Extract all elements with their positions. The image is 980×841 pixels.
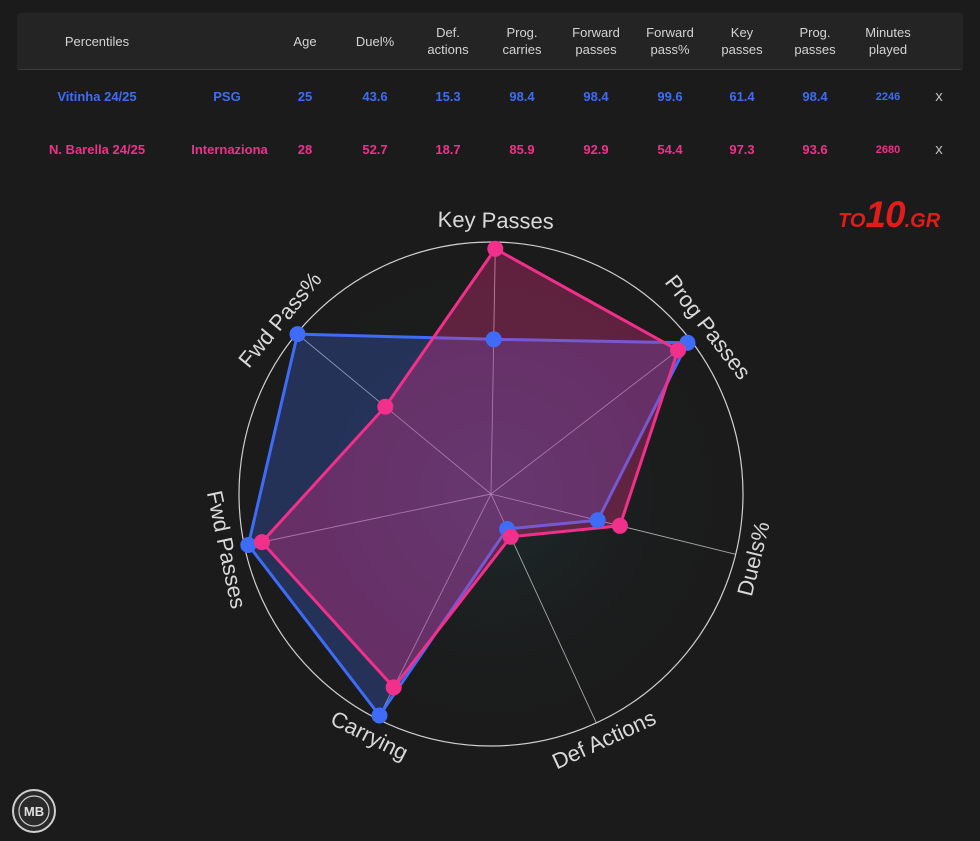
svg-text:MB: MB: [24, 804, 44, 819]
data-point-series-1[interactable]: [485, 331, 502, 348]
mb-badge-icon: MB: [12, 789, 56, 833]
data-point-series-2[interactable]: [253, 534, 270, 551]
prog-carries-value: 98.4: [509, 89, 535, 104]
data-point-series-2[interactable]: [487, 240, 504, 257]
remove-player-button[interactable]: x: [935, 141, 943, 158]
header-minutes-played: Minutes played: [865, 25, 911, 57]
to10-logo: TO10.GR: [838, 194, 941, 235]
header-forward-passes: Forward passes: [572, 25, 620, 57]
percentiles-table: Percentiles Age Duel% Def. actions Prog.…: [17, 13, 963, 176]
header-def-actions: Def. actions: [427, 25, 469, 57]
data-point-series-1[interactable]: [371, 707, 388, 724]
data-point-series-2[interactable]: [670, 342, 686, 359]
table-row: N. Barella 24/25 Internaziona 28 52.7 18…: [17, 123, 963, 176]
key-passes-value: 61.4: [729, 89, 755, 104]
data-point-series-1[interactable]: [289, 326, 306, 343]
data-point-series-2[interactable]: [385, 679, 402, 696]
player-name[interactable]: Vitinha 24/25: [57, 89, 137, 104]
player-name[interactable]: N. Barella 24/25: [48, 142, 146, 157]
data-point-series-2[interactable]: [611, 517, 628, 534]
key-passes-value: 97.3: [729, 142, 755, 157]
series-polygon-2: [260, 247, 680, 689]
forward-passes-value: 92.9: [583, 142, 609, 157]
def-actions-value: 18.7: [435, 142, 461, 157]
axis-label: Key Passes: [437, 207, 554, 234]
spoke-line: [296, 333, 492, 495]
spoke-line: [490, 339, 692, 495]
forward-passes-value: 98.4: [583, 89, 609, 104]
data-point-series-2[interactable]: [502, 528, 519, 545]
header-prog-passes: Prog. passes: [794, 25, 836, 57]
prog-passes-value: 98.4: [802, 89, 828, 104]
outer-ring: [238, 241, 744, 747]
spoke-line: [490, 242, 496, 495]
prog-carries-value: 85.9: [509, 142, 535, 157]
duel-value: 52.7: [362, 142, 388, 157]
team-name: Internaziona: [191, 142, 268, 157]
header-prog-carries: Prog. carries: [502, 25, 542, 57]
forward-pass-pct-value: 99.6: [657, 89, 683, 104]
age-value: 28: [297, 142, 313, 157]
spoke-line: [244, 493, 492, 547]
header-age: Age: [293, 33, 317, 49]
header-duel: Duel%: [355, 33, 395, 49]
data-point-series-1[interactable]: [240, 537, 257, 553]
forward-pass-pct-value: 54.4: [657, 142, 683, 157]
def-actions-value: 15.3: [435, 89, 461, 104]
team-name: PSG: [213, 89, 241, 104]
duel-value: 43.6: [362, 89, 388, 104]
header-percentiles: Percentiles: [64, 33, 130, 49]
minutes-value: 2680: [875, 143, 901, 156]
table-header: Percentiles Age Duel% Def. actions Prog.…: [17, 13, 963, 70]
data-point-series-2[interactable]: [377, 398, 394, 415]
age-value: 25: [297, 89, 313, 104]
minutes-value: 2246: [875, 90, 901, 103]
prog-passes-value: 93.6: [802, 142, 828, 157]
header-forward-pass-pct: Forward pass%: [646, 25, 694, 57]
remove-player-button[interactable]: x: [935, 88, 943, 105]
data-point-series-1[interactable]: [589, 512, 606, 529]
table-row: Vitinha 24/25 PSG 25 43.6 15.3 98.4 98.4…: [17, 70, 963, 123]
header-key-passes: Key passes: [721, 25, 763, 57]
